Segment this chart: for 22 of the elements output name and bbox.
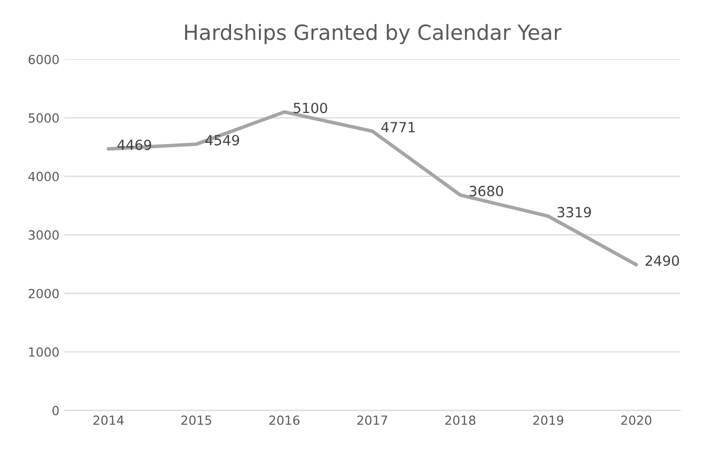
x-tick-label: 2019 — [533, 415, 564, 425]
x-tick-label: 2020 — [621, 415, 652, 425]
y-tick-label: 4000 — [28, 172, 59, 182]
data-label: 5100 — [294, 102, 328, 114]
x-tick-label: 2014 — [93, 415, 124, 425]
y-tick-label: 5000 — [28, 113, 59, 123]
data-label: 4549 — [205, 134, 240, 146]
chart-title: Hardships Granted by Calendar Year — [185, 24, 562, 44]
x-tick-label: 2017 — [357, 415, 388, 425]
x-tick-label: 2018 — [445, 415, 476, 425]
data-label: 3319 — [558, 206, 591, 218]
y-tick-label: 2000 — [28, 288, 59, 298]
data-label: 2490 — [646, 255, 679, 266]
data-label: 4469 — [117, 140, 152, 150]
y-tick-label: 3000 — [28, 230, 59, 240]
data-label: 3680 — [470, 186, 504, 196]
data-label: 4771 — [381, 122, 415, 132]
y-tick-label: 1000 — [29, 347, 59, 357]
y-tick-label: 0 — [52, 406, 59, 416]
x-tick-label: 2016 — [269, 415, 300, 425]
y-tick-label: 6000 — [28, 54, 59, 64]
x-tick-label: 2015 — [181, 415, 212, 425]
